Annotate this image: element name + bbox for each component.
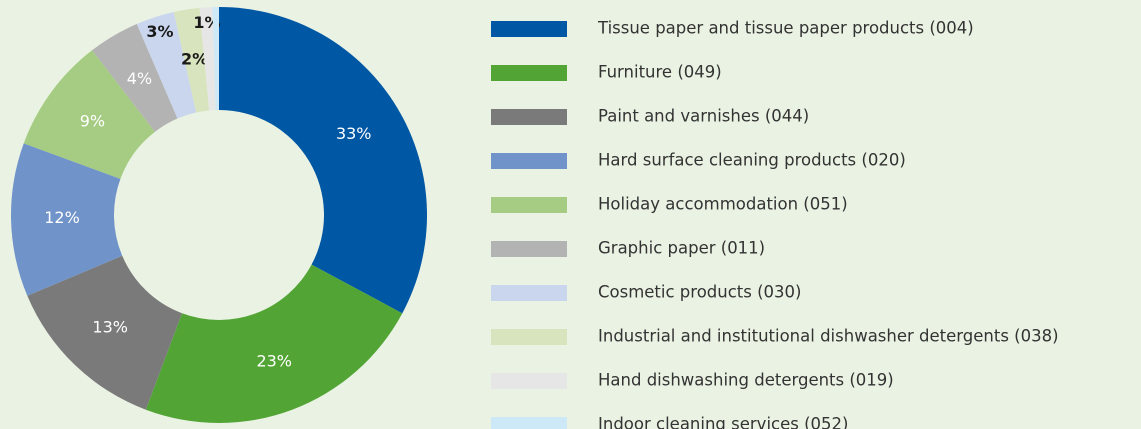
data-label: 4%: [127, 69, 152, 88]
donut-slice: [199, 7, 216, 111]
data-label: 13%: [92, 318, 128, 337]
donut-slice: [212, 7, 219, 111]
legend-swatch: [491, 109, 567, 125]
legend-label: Tissue paper and tissue paper products (…: [597, 19, 974, 38]
legend-label: Hand dishwashing detergents (019): [598, 371, 894, 390]
legend-swatch: [491, 21, 567, 37]
donut-slice: [219, 7, 427, 314]
legend-label: Industrial and institutional dishwasher …: [598, 327, 1059, 346]
legend-label: Graphic paper (011): [598, 239, 765, 258]
legend-label: Furniture (049): [598, 63, 722, 82]
legend-swatch: [491, 241, 567, 257]
legend-label: Holiday accommodation (051): [598, 195, 848, 214]
legend-swatch: [491, 373, 567, 389]
donut-slice: [136, 11, 197, 119]
legend-swatch: [491, 65, 567, 81]
data-label: 3%: [146, 22, 173, 41]
legend-swatch: [491, 417, 567, 429]
donut-slice: [10, 143, 123, 296]
legend-swatch: [491, 285, 567, 301]
legend-swatch: [491, 329, 567, 345]
donut-slice: [23, 50, 155, 179]
legend-label: Cosmetic products (030): [598, 283, 801, 302]
donut-slice: [173, 7, 210, 113]
data-label: 33%: [336, 124, 372, 143]
data-label: 9%: [80, 112, 105, 131]
data-label: 12%: [44, 208, 80, 227]
donut-slice: [27, 255, 183, 410]
legend-label: Hard surface cleaning products (020): [598, 151, 906, 170]
data-label: 23%: [256, 351, 292, 370]
donut-slice: [92, 23, 178, 132]
legend-label: Indoor cleaning services (052): [598, 415, 848, 429]
legend-swatch: [491, 197, 567, 213]
data-label: 2%: [181, 49, 208, 68]
legend-label: Paint and varnishes (044): [598, 107, 809, 126]
legend-swatch: [491, 153, 567, 169]
donut-slice: [145, 264, 403, 423]
